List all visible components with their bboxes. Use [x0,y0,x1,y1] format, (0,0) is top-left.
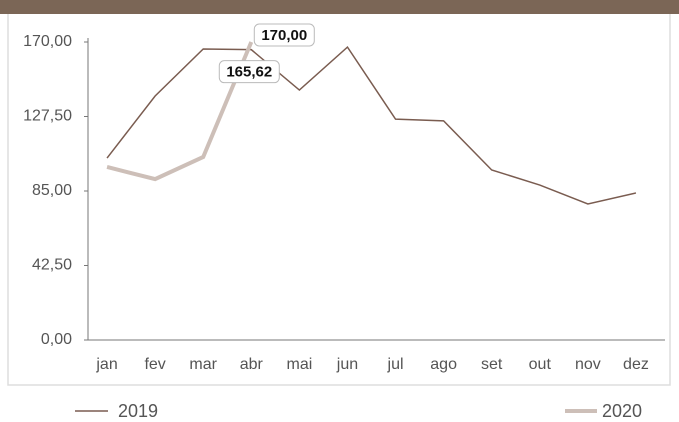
value-label-box [253,23,315,47]
series-line [106,41,254,182]
x-tick-label: mar [189,356,217,373]
y-tick-label: 170,00 [23,33,72,50]
x-tick-label: abr [240,356,264,373]
frame [7,14,671,386]
value-label-box [218,60,280,84]
y-tick-label: 42,50 [32,257,72,274]
x-tick-label: nov [575,356,601,373]
x-tick-label: set [481,356,503,373]
value-label: 165,62 [226,64,272,81]
x-tick-label: jan [95,356,117,373]
series-line [106,45,637,205]
x-tick-label: out [529,356,552,373]
y-tick-label: 0,00 [41,331,72,348]
value-label: 170,00 [261,27,307,44]
legend-label: 2019 [118,401,158,421]
x-tick-label: fev [144,356,165,373]
x-tick-label: jun [336,356,358,373]
x-tick-label: mai [286,356,312,373]
x-tick-label: jul [387,356,404,373]
y-tick-label: 127,50 [23,108,72,125]
x-tick-label: dez [623,356,649,373]
y-tick-label: 85,00 [32,182,72,199]
legend-label: 2020 [602,401,642,421]
x-tick-label: ago [430,356,457,373]
top-bar [0,0,679,14]
